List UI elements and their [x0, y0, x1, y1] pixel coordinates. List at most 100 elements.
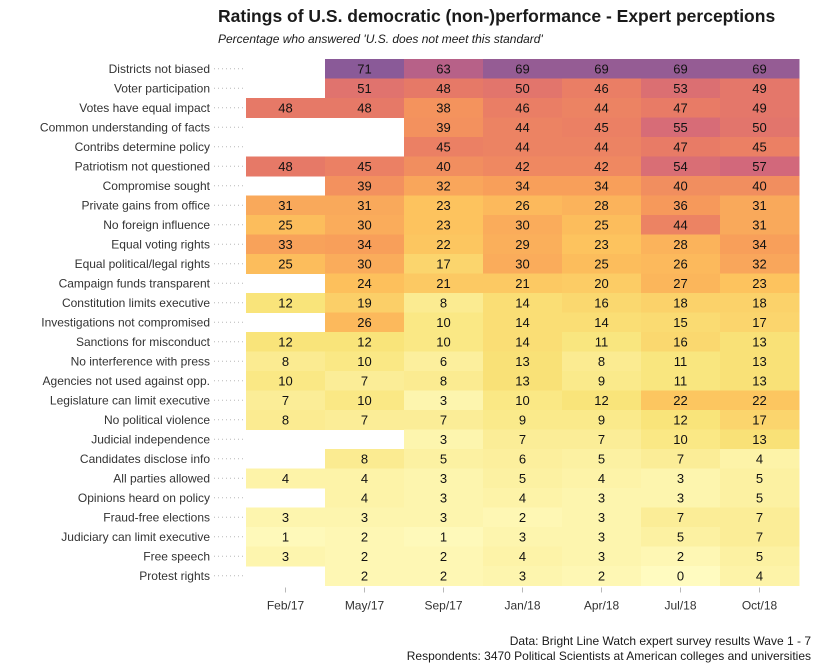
cell-value-label: 4: [361, 471, 368, 486]
cell-value-label: 3: [282, 510, 289, 525]
heatmap-cell: [562, 332, 642, 352]
heatmap-cell: [483, 312, 563, 333]
heatmap-cell: [246, 527, 326, 547]
heatmap-cell: [562, 195, 642, 216]
row-label: Contribs determine policy: [75, 140, 210, 154]
cell-value-label: 14: [515, 334, 529, 349]
cell-value-label: 8: [440, 373, 447, 388]
heatmap-cell: [404, 234, 484, 255]
x-tick-label: May/17: [345, 599, 385, 613]
cell-value-label: 13: [752, 432, 766, 447]
cell-value-label: 8: [282, 354, 289, 369]
heatmap-cell: [720, 273, 800, 294]
heatmap-cell: [325, 98, 405, 118]
cell-value-label: 40: [752, 178, 766, 193]
heatmap-cell: [562, 546, 642, 567]
cell-value-label: 7: [756, 529, 763, 544]
heatmap-cell: [562, 156, 642, 177]
heatmap-cell: [720, 234, 800, 255]
heatmap-cell: [325, 78, 405, 99]
heatmap-cell: [483, 351, 563, 372]
heatmap-cell: [483, 78, 563, 99]
row-label: Judicial independence: [91, 432, 210, 446]
cell-value-label: 39: [436, 120, 450, 135]
caption-respondents: Respondents: 3470 Political Scientists a…: [406, 649, 811, 663]
heatmap-cell: [641, 371, 721, 391]
heatmap-cell: [483, 332, 563, 352]
heatmap-cell: [246, 390, 326, 411]
cell-value-label: 45: [594, 120, 608, 135]
heatmap-cell: [720, 546, 800, 567]
cell-value-label: 42: [594, 159, 608, 174]
heatmap-cell: [404, 546, 484, 567]
cell-value-label: 46: [594, 81, 608, 96]
heatmap-cell: [641, 78, 721, 99]
heatmap-cell: [325, 332, 405, 352]
heatmap-cell: [562, 293, 642, 313]
cell-value-label: 48: [278, 100, 292, 115]
heatmap-cell: [720, 390, 800, 411]
heatmap-cell: [562, 78, 642, 99]
cell-value-label: 31: [357, 198, 371, 213]
cell-value-label: 10: [436, 334, 450, 349]
cell-value-label: 30: [515, 217, 529, 232]
cell-value-label: 42: [515, 159, 529, 174]
row-label: Voter participation: [114, 81, 210, 95]
cell-value-label: 3: [598, 510, 605, 525]
heatmap-cell: [325, 449, 405, 469]
cell-value-label: 3: [282, 549, 289, 564]
cell-value-label: 5: [519, 471, 526, 486]
cell-value-label: 2: [440, 568, 447, 583]
heatmap-cell: [720, 195, 800, 216]
heatmap-cell: [483, 468, 563, 489]
heatmap-cell: [720, 293, 800, 313]
x-tick-label: Feb/17: [267, 599, 305, 613]
heatmap-cell: [562, 98, 642, 118]
heatmap-cell: [325, 566, 405, 586]
heatmap-cell: [404, 468, 484, 489]
heatmap-cell: [246, 410, 326, 430]
cell-value-label: 49: [752, 81, 766, 96]
heatmap-cell: [483, 137, 563, 157]
cell-value-label: 26: [357, 315, 371, 330]
row-label: Votes have equal impact: [79, 101, 210, 115]
heatmap-cell: [562, 117, 642, 138]
heatmap-cell: [641, 390, 721, 411]
heatmap-cell: [641, 410, 721, 430]
row-label: Sanctions for misconduct: [76, 335, 211, 349]
cell-value-label: 32: [752, 256, 766, 271]
heatmap-cell: [483, 117, 563, 138]
heatmap-cell: [325, 156, 405, 177]
heatmap-cell: [404, 390, 484, 411]
heatmap-cell: [562, 312, 642, 333]
cell-value-label: 14: [515, 295, 529, 310]
cell-value-label: 2: [361, 529, 368, 544]
heatmap-cell: [404, 78, 484, 99]
cell-value-label: 9: [598, 412, 605, 427]
heatmap-cell: [246, 332, 326, 352]
cell-value-label: 31: [752, 198, 766, 213]
heatmap-cell: [483, 59, 563, 79]
cell-value-label: 22: [436, 237, 450, 252]
cell-value-label: 13: [515, 373, 529, 388]
cell-value-label: 25: [594, 217, 608, 232]
cell-value-label: 34: [515, 178, 529, 193]
heatmap-cell: [325, 176, 405, 196]
heatmap-cell: [720, 59, 800, 79]
cell-value-label: 2: [361, 549, 368, 564]
heatmap-cell: [720, 98, 800, 118]
cell-value-label: 63: [436, 61, 450, 76]
heatmap-cell: [404, 176, 484, 196]
cell-value-label: 7: [361, 412, 368, 427]
heatmap-cell: [641, 156, 721, 177]
heatmap-cell: [404, 215, 484, 235]
cell-value-label: 69: [752, 61, 766, 76]
heatmap-cell: [483, 273, 563, 294]
heatmap-cell: [246, 468, 326, 489]
heatmap-cell: [720, 156, 800, 177]
cell-value-label: 51: [357, 81, 371, 96]
cell-value-label: 8: [361, 451, 368, 466]
cell-value-label: 6: [440, 354, 447, 369]
cell-value-label: 54: [673, 159, 687, 174]
cell-value-label: 31: [752, 217, 766, 232]
